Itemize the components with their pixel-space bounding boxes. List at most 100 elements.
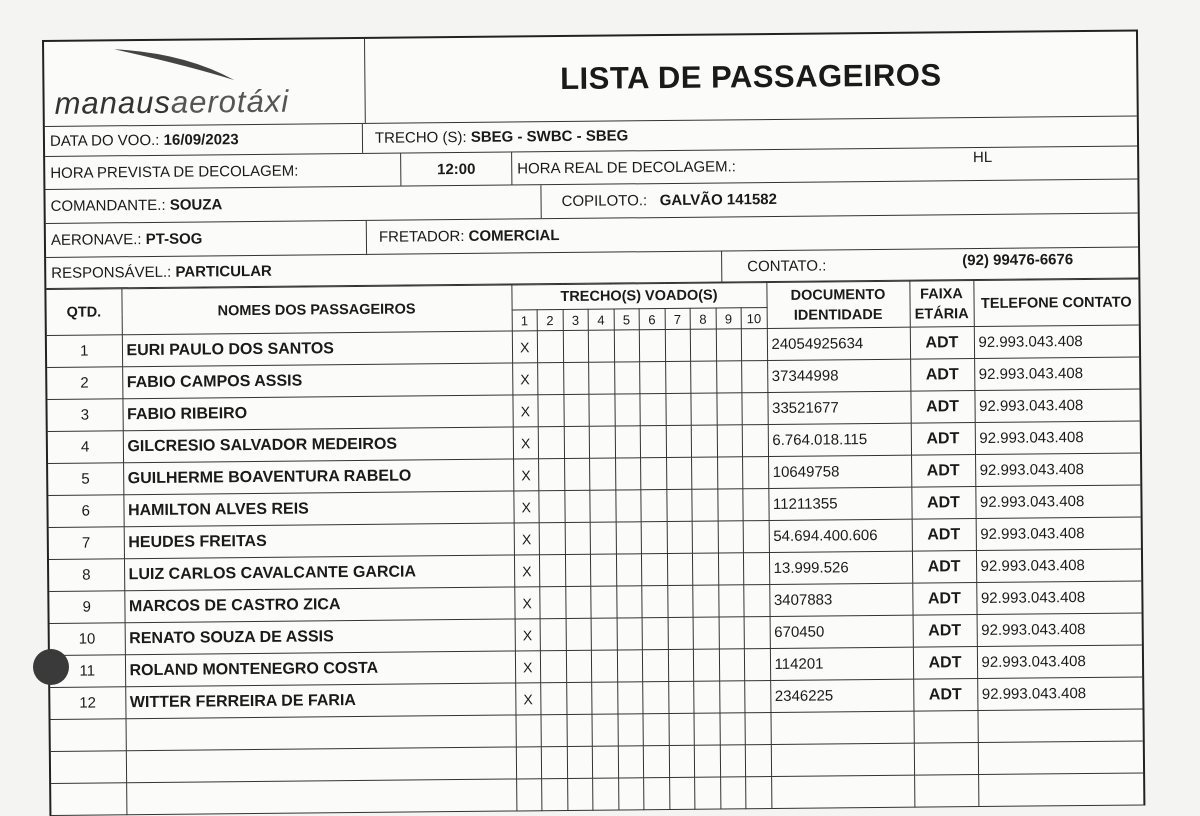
leg-cell (540, 618, 566, 651)
document-id: 11211355 (768, 487, 912, 521)
leg-cell (717, 456, 743, 490)
contact-phone: 92.993.043.408 (974, 420, 1141, 455)
leg-cell (690, 361, 717, 394)
leg-cell (539, 586, 566, 619)
passenger-table: QTD. NOMES DOS PASSAGEIROS TRECHO(S) VOA… (46, 278, 1144, 816)
leg-cell (591, 650, 618, 683)
swoosh-icon (114, 49, 235, 81)
captain: COMANDANTE.: SOUZA (45, 185, 542, 223)
leg-cell (692, 585, 719, 618)
leg-cell (641, 585, 668, 618)
leg-cell (537, 330, 564, 363)
col-legs: TRECHO(S) VOADO(S) (511, 282, 767, 311)
contact-phone (978, 772, 1144, 807)
leg-cell: X (512, 362, 538, 396)
value: HL (972, 148, 993, 166)
leg-cell (588, 330, 615, 363)
leg-cell (566, 714, 593, 747)
label: TRECHO (S): (374, 128, 467, 147)
leg-number: 9 (715, 307, 742, 330)
leg-cell (694, 745, 721, 778)
leg-number: 5 (613, 308, 640, 331)
passenger-name: ROLAND MONTENEGRO COSTA (124, 650, 516, 687)
row-number (50, 718, 126, 752)
leg-cell (666, 553, 693, 586)
leg-cell (690, 393, 717, 426)
contact-phone: 92.993.043.408 (976, 580, 1142, 615)
row-number (51, 782, 127, 816)
leg-cell (564, 490, 591, 523)
leg-cell (617, 681, 643, 715)
passenger-name: LUIZ CARLOS CAVALCANTE GARCIA (123, 554, 515, 591)
leg-cell (744, 680, 771, 713)
leg-cell (643, 777, 670, 810)
leg-cell (642, 617, 668, 650)
leg-cell (615, 489, 642, 523)
age-group (913, 742, 979, 776)
leg-cell: X (514, 618, 541, 651)
leg-cell (640, 489, 667, 522)
row-number: 12 (50, 686, 126, 720)
leg-number: 7 (664, 308, 691, 330)
leg-cell (515, 714, 542, 747)
leg-cell (540, 714, 567, 747)
leg-cell (613, 329, 640, 363)
leg-cell (666, 457, 692, 490)
document-id: 13.999.526 (768, 551, 913, 585)
passenger-name (125, 746, 517, 783)
document-id: 3407883 (769, 583, 913, 617)
label: COMANDANTE.: (50, 196, 166, 215)
document-id (770, 711, 914, 745)
contact-phone (977, 708, 1143, 743)
leg-cell: X (513, 490, 540, 523)
leg-cell (668, 745, 695, 778)
age-group: ADT (911, 454, 976, 488)
col-age: FAIXA ETÁRIA (909, 280, 974, 328)
leg-cell (614, 393, 641, 427)
leg-cell (742, 488, 769, 521)
leg-cell (691, 457, 718, 490)
form-header: manausaerotáxi LISTA DE PASSAGEIROS (44, 31, 1137, 127)
leg-cell (743, 552, 770, 585)
leg-cell (741, 360, 768, 393)
col-qty: QTD. (46, 288, 122, 336)
leg-cell (667, 649, 694, 682)
value: PT-SOG (145, 230, 203, 249)
document-id (771, 775, 915, 809)
passenger-name: HEUDES FREITAS (123, 522, 514, 559)
leg-number: 1 (511, 309, 538, 332)
leg-cell (567, 778, 593, 811)
leg-cell (742, 424, 769, 457)
passenger-name: HAMILTON ALVES REIS (123, 490, 514, 527)
leg-cell (667, 617, 694, 650)
document-id: 24054925634 (766, 327, 911, 361)
contact-phone: 92.993.043.408 (976, 612, 1142, 647)
leg-cell (668, 681, 694, 714)
leg-cell (589, 490, 616, 523)
leg-cell (745, 776, 772, 809)
leg-cell (563, 394, 590, 427)
leg-cell (566, 746, 593, 779)
leg-cell (616, 649, 643, 683)
contact-phone: 92.993.043.408 (973, 324, 1140, 359)
leg-cell (664, 329, 691, 362)
leg-cell (615, 457, 641, 491)
leg-cell (719, 712, 746, 746)
leg-cell: X (514, 650, 541, 683)
leg-cell: X (513, 554, 540, 587)
leg-cell (540, 650, 567, 683)
contact-phone: 92.993.043.408 (975, 516, 1141, 551)
leg-cell (693, 617, 719, 650)
age-group: ADT (912, 582, 977, 616)
label: FRETADOR: (378, 227, 465, 246)
leg-cell (666, 489, 693, 522)
leg-cell (640, 457, 667, 490)
logo-text: manausaerotáxi (54, 83, 290, 121)
document-id (770, 743, 915, 777)
leg-cell (588, 394, 615, 427)
leg-cell (744, 616, 770, 649)
leg-cell (693, 649, 720, 682)
value: GALVÃO 141582 (659, 190, 778, 210)
leg-cell (690, 329, 717, 362)
leg-cell (691, 489, 718, 522)
